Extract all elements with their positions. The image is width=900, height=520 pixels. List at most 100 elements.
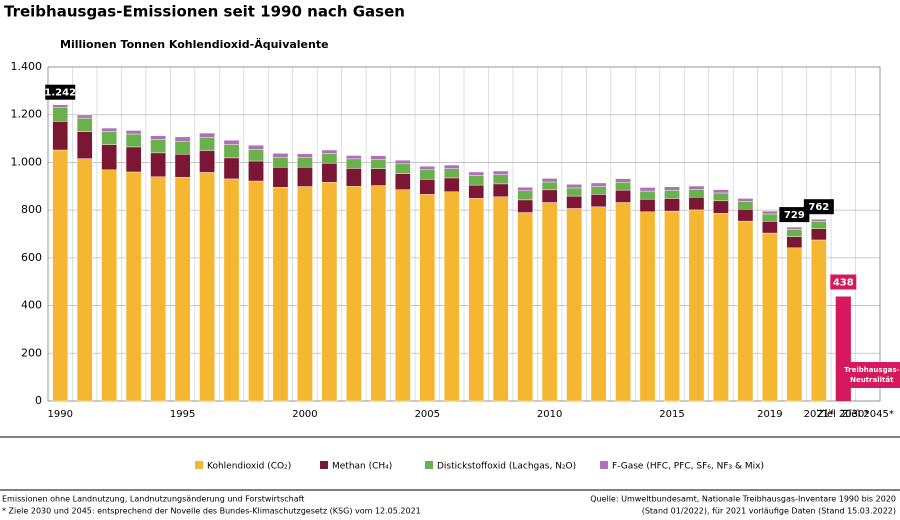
bar-segment [150,139,166,154]
bar-segment [615,182,631,191]
bar-segment [395,160,411,165]
target-label-box [830,274,857,290]
bar-segment [150,135,166,140]
bar-segment [52,121,69,151]
legend-swatch [195,461,203,469]
bar-segment [419,194,436,402]
bar-segment [639,187,656,192]
bar-segment [248,180,264,402]
bar-segment [370,185,387,402]
bar-segment [786,236,803,249]
x-tick-label: Ziel 2030* [817,409,869,420]
bar-segment [272,153,289,158]
bar-segment [199,132,215,138]
bar-segment [101,127,117,132]
bar-segment [395,189,411,402]
bar-segment [762,210,778,215]
bar-segment [443,191,460,402]
bar-segment [688,209,705,402]
bar-segment [786,229,803,237]
bar-segment [590,206,607,402]
bar-segment [419,166,436,171]
note: Emissionen ohne Landnutzung, Landnutzung… [2,495,304,504]
bar-segment [664,190,680,199]
bar-segment [713,192,729,202]
x-tick-label: Ziel 2045* [842,409,894,420]
bar-segment [639,211,656,402]
y-tick-label: 600 [21,251,42,264]
bar-segment [150,176,166,402]
bar-segment [370,168,387,186]
legend-label: Methan (CH₄) [332,462,392,472]
bar-segment [321,153,338,164]
bar-segment [174,136,191,142]
bar-segment [223,178,240,402]
legend-swatch [320,461,328,469]
bar-segment [395,173,411,190]
bar-segment [248,160,264,182]
bar-segment [297,166,313,187]
x-tick-label: 2000 [292,409,317,420]
bar-segment [811,221,827,229]
bar-segment [223,157,240,180]
y-tick-label: 1.000 [11,155,43,168]
bar-segment [541,178,558,183]
bar-segment [370,159,387,169]
bar-segment [492,174,509,185]
bar-segment [492,196,509,402]
bar-segment [370,155,387,160]
bar-segment [248,149,264,162]
y-tick-label: 1.200 [11,108,43,121]
x-tick-label: 1990 [48,409,73,420]
bar-segment [101,144,117,171]
bar-segment [762,232,778,402]
bar-segment [297,156,313,168]
bar-segment [443,177,460,192]
target-label: 438 [833,278,854,289]
bar-segment [664,186,680,191]
bar-segment [199,172,215,402]
bar-segment [688,197,705,211]
bar-segment [492,170,509,175]
bar-segment [541,202,558,402]
total-label-box [803,199,834,215]
bar-segment [395,163,411,174]
bar-segment [321,149,338,154]
bar-segment [52,104,69,108]
bar-segment [101,169,117,402]
bar-segment [615,202,631,402]
bar-segment [321,162,338,183]
bar-segment [615,178,631,183]
neutral-label: Treibhausgas- [844,366,899,374]
bar-segment [76,117,93,132]
bar-segment [713,189,729,194]
bar-segment [419,179,436,195]
bar-segment [199,150,215,173]
bar-segment [762,213,778,222]
bar-segment [762,221,778,234]
bar-segment [517,187,533,192]
source: Quelle: Umweltbundesamt, Nationale Treib… [590,495,896,504]
neutral-label: Neutralität [850,376,894,384]
bar-segment [541,181,558,191]
bar-segment [52,107,69,122]
bar-segment [517,190,533,201]
x-tick-label: 2019 [757,409,782,420]
x-tick-label: 2021* [804,409,834,420]
bar-segment [590,186,607,195]
x-tick-label: 2015 [659,409,684,420]
total-label: 1.242 [44,88,76,99]
bar-segment [468,171,485,176]
bar-segment [346,158,362,169]
bar-segment [76,158,93,402]
x-tick-label: 1995 [170,409,195,420]
bar-segment [52,149,69,402]
bar-segment [566,184,582,189]
bar-segment [174,177,191,402]
y-tick-label: 1.400 [11,60,43,73]
legend-label: F-Gase (HFC, PFC, SF₆, NF₃ & Mix) [612,462,764,472]
bar-segment [468,184,485,199]
bar-segment [223,140,240,145]
y-tick-label: 200 [21,346,42,359]
legend-label: Distickstoffoxid (Lachgas, N₂O) [437,462,576,472]
